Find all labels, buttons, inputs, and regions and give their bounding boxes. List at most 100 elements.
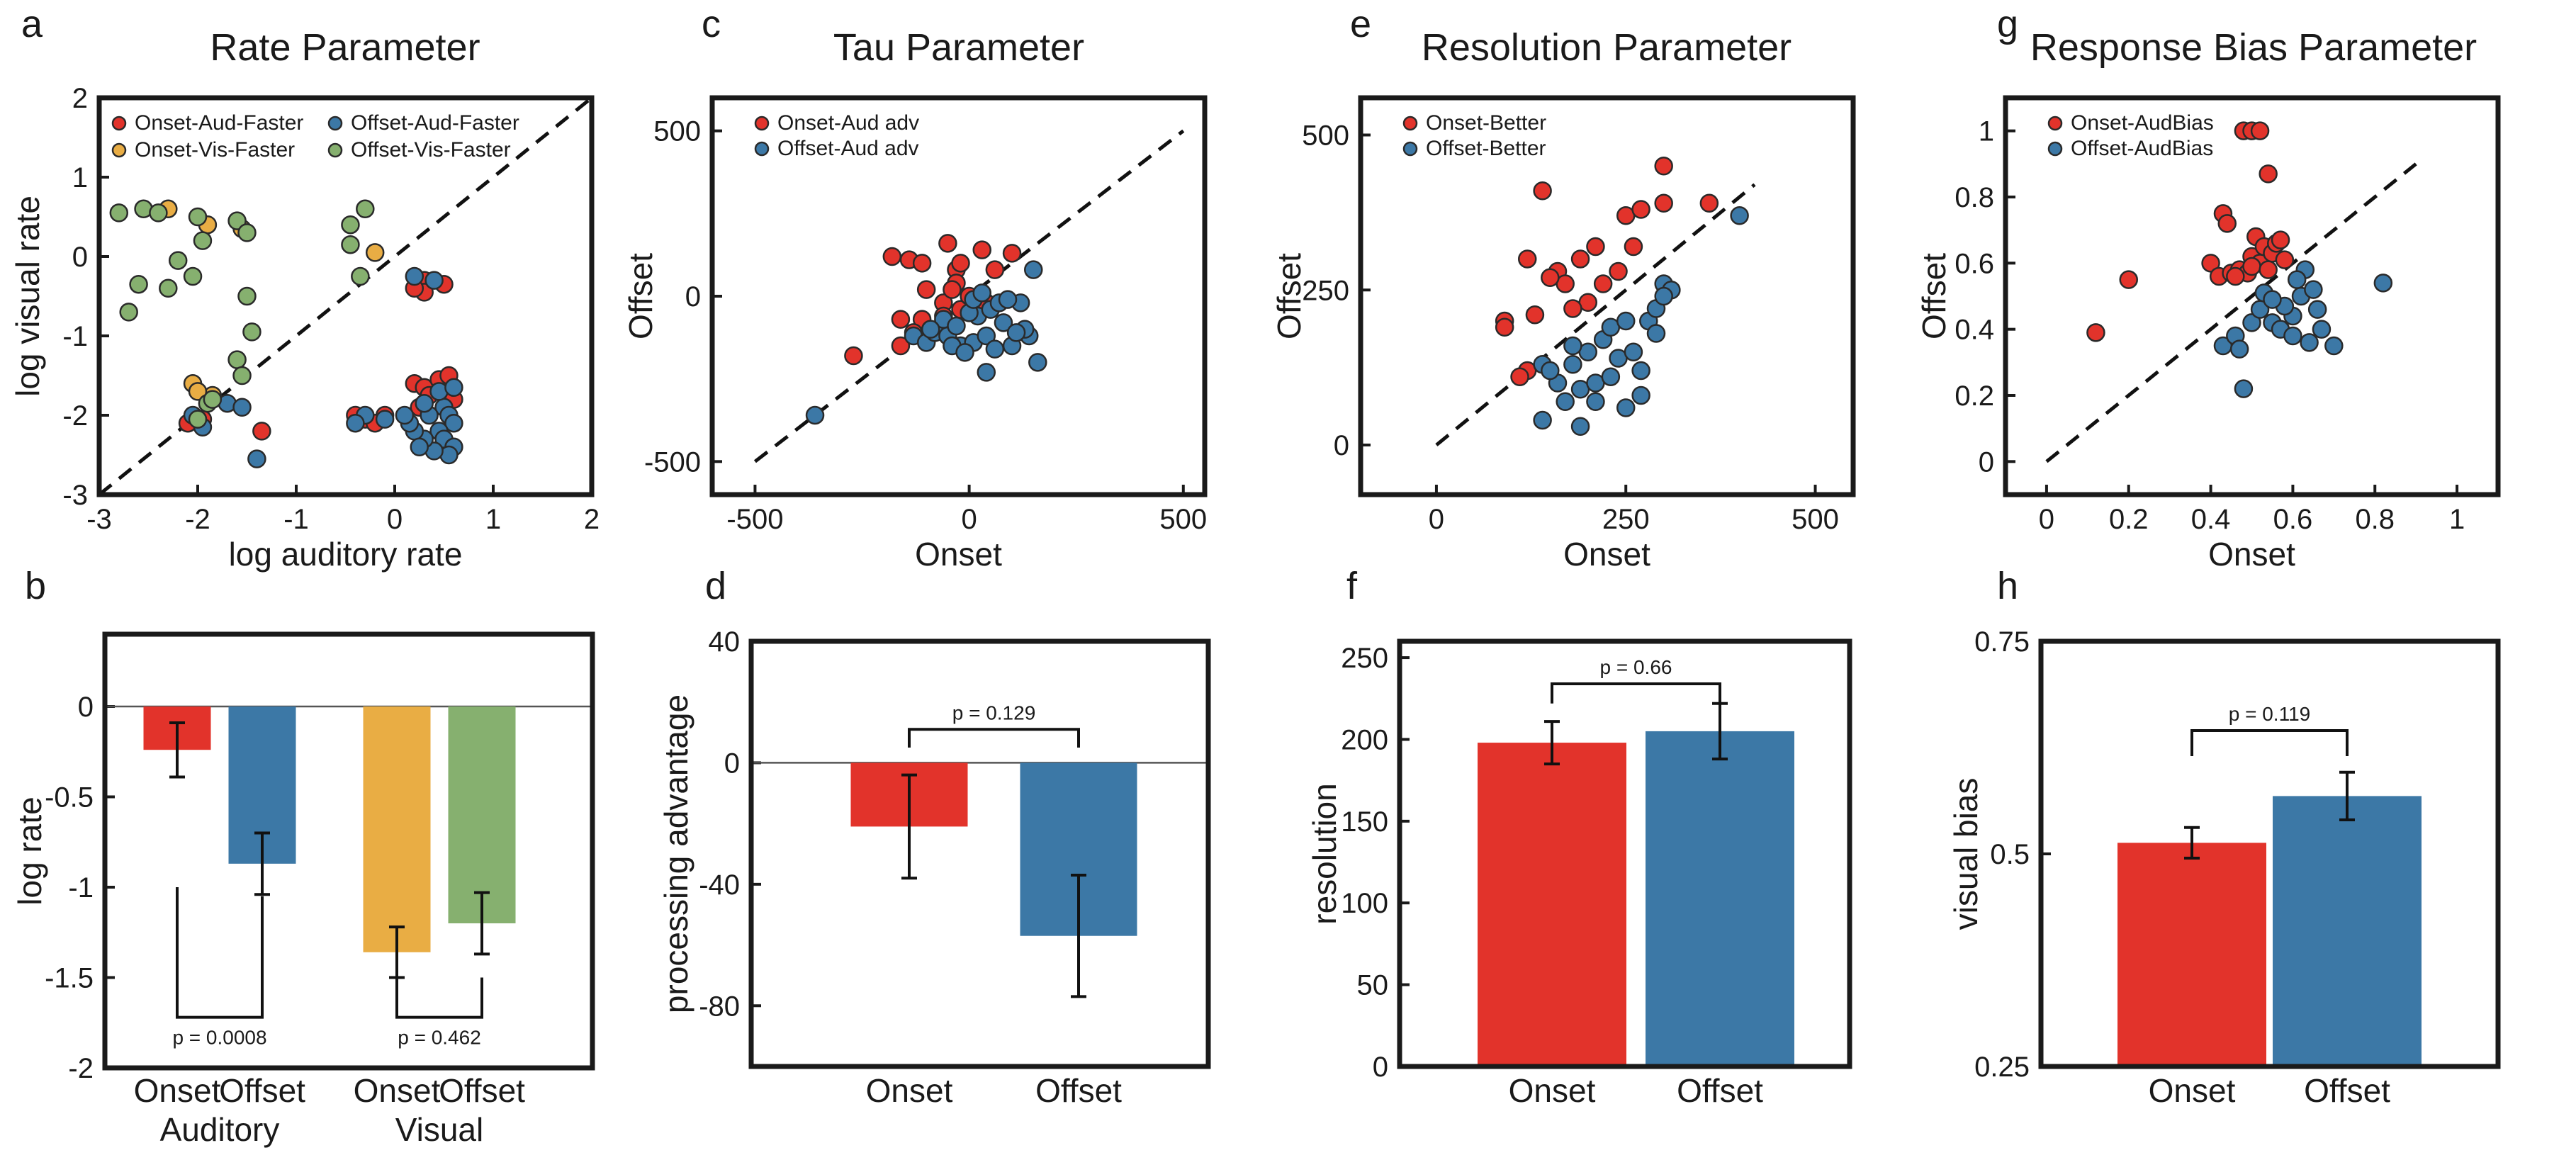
data-point (977, 326, 996, 346)
data-point (1609, 261, 1628, 281)
data-point (921, 320, 940, 339)
bar-onset (363, 706, 431, 952)
data-point (444, 378, 463, 398)
data-point (242, 322, 261, 342)
series-onset-audbias (2086, 121, 2295, 342)
data-point (805, 405, 825, 425)
data-point (375, 410, 395, 429)
y-tick-label: 250 (1302, 275, 1349, 306)
data-point (2263, 290, 2282, 309)
panel-letter: f (1346, 565, 1358, 607)
legend-marker (1402, 116, 1418, 131)
category-label: Onset (134, 1072, 221, 1109)
legend-label: Offset-Aud-Faster (351, 111, 519, 135)
data-point (938, 234, 957, 253)
p-value-label: p = 0.119 (2229, 703, 2310, 725)
axes-frame (1358, 95, 1856, 497)
data-point (1616, 311, 1636, 331)
data-point (1541, 361, 1560, 381)
data-point (2304, 280, 2323, 299)
data-point (985, 260, 1005, 279)
data-point (1601, 367, 1621, 386)
data-point (252, 422, 271, 441)
x-tick-label: 0 (387, 504, 403, 535)
data-point (2086, 323, 2105, 342)
y-tick-label: 2 (72, 83, 88, 114)
y-tick-label: 0 (78, 692, 94, 723)
data-point (2242, 313, 2261, 332)
legend-label: Offset-Better (1426, 137, 1546, 160)
data-point (168, 251, 188, 270)
y-tick-label: 200 (1341, 724, 1388, 755)
data-point (2242, 257, 2261, 276)
y-tick-label: 150 (1341, 806, 1388, 838)
y-tick-label: 0.5 (1990, 839, 2030, 870)
data-point (247, 449, 266, 468)
bar-onset (2117, 843, 2266, 1066)
y-tick-label: 0.8 (1955, 182, 1994, 213)
panel-title: Resolution Parameter (1422, 26, 1792, 69)
data-point (346, 413, 365, 433)
y-tick-label: 0.75 (1974, 626, 2030, 658)
data-point (1616, 398, 1636, 417)
data-point (237, 223, 257, 242)
data-point (1624, 237, 1643, 257)
data-point (232, 398, 252, 417)
y-tick-label: 0.25 (1974, 1052, 2030, 1083)
data-point (1570, 249, 1590, 269)
data-point (395, 405, 415, 425)
y-axis-label: visual bias (1947, 778, 1984, 930)
legend-marker (754, 141, 770, 157)
data-point (193, 231, 213, 250)
data-point (1028, 353, 1047, 372)
bar-offset (1646, 731, 1794, 1066)
data-point (1631, 361, 1650, 381)
data-point (2275, 250, 2295, 269)
data-point (183, 266, 203, 286)
category-label: Offset (2304, 1072, 2390, 1109)
identity-line (1435, 183, 1756, 446)
panel-title: Response Bias Parameter (2030, 26, 2477, 69)
data-point (943, 280, 962, 299)
data-point (1533, 410, 1552, 430)
y-axis-label: processing advantage (658, 694, 694, 1013)
y-tick-label: 0 (724, 748, 740, 779)
data-point (1024, 260, 1043, 279)
data-point (916, 280, 936, 299)
legend-marker (754, 116, 770, 131)
data-point (2373, 274, 2393, 293)
y-tick-label: 500 (1302, 120, 1349, 152)
data-point (2259, 260, 2278, 279)
y-tick-label: 0 (1979, 446, 1994, 478)
data-point (1631, 200, 1650, 219)
axes-frame (1397, 638, 1852, 1069)
panel-letter: e (1350, 3, 1371, 45)
data-point (2217, 214, 2237, 233)
panel-letter: d (705, 565, 726, 607)
series-offset-better (1533, 206, 1749, 436)
data-point (977, 363, 996, 382)
y-tick-label: -3 (62, 480, 88, 511)
data-point (972, 283, 991, 303)
x-tick-label: 500 (1159, 504, 1207, 535)
y-tick-label: 100 (1341, 888, 1388, 919)
y-tick-label: 40 (709, 626, 741, 658)
data-point (232, 366, 252, 385)
error-bar (254, 831, 270, 896)
data-point (2234, 379, 2254, 398)
data-point (188, 410, 208, 429)
category-label: Offset (1035, 1072, 1122, 1109)
data-point (994, 313, 1013, 332)
panel-c: c Tau Parameter -500 0 500 Offset -500 0 500 Onse… (622, 3, 1208, 573)
data-point (1563, 299, 1582, 318)
bar-offset (2273, 796, 2422, 1066)
bar-onset (1478, 743, 1626, 1066)
category-label: Offset (1677, 1072, 1763, 1109)
legend-label: Onset-Aud adv (777, 111, 919, 135)
y-tick-label: -2 (68, 1053, 94, 1084)
x-tick-label: 0.6 (2273, 504, 2313, 535)
panel-title: Tau Parameter (833, 26, 1084, 69)
y-tick-label: 1 (1979, 116, 1994, 147)
legend-label: Offset-AudBias (2071, 137, 2213, 160)
